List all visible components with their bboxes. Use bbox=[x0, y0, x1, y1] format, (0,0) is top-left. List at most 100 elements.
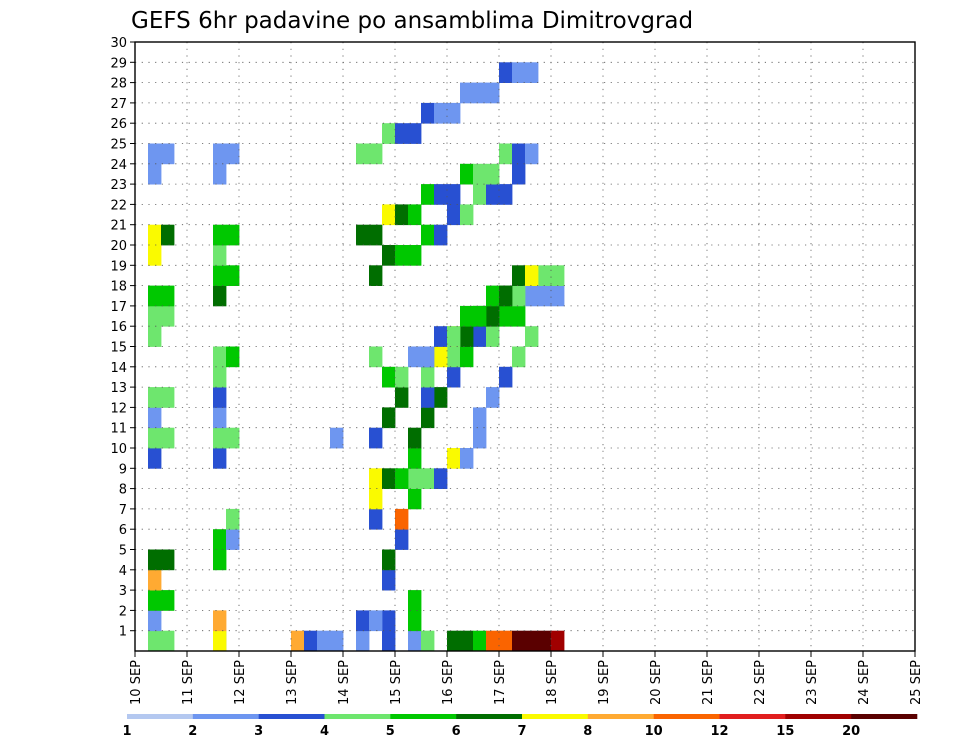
precip-cell bbox=[356, 630, 370, 652]
precip-cell bbox=[460, 204, 474, 226]
precip-cell bbox=[460, 346, 474, 368]
precip-cell bbox=[421, 407, 435, 429]
precip-cell bbox=[486, 387, 500, 408]
precip-cell bbox=[161, 549, 175, 571]
precip-cell bbox=[460, 305, 474, 327]
precip-cell bbox=[161, 630, 175, 652]
legend-swatch bbox=[851, 714, 918, 719]
legend-label: 5 bbox=[386, 724, 395, 739]
precip-cell bbox=[486, 285, 500, 307]
precip-cell bbox=[473, 630, 487, 652]
y-tick-label: 15 bbox=[110, 341, 127, 356]
x-tick-label: 22 SEP bbox=[753, 660, 768, 705]
x-tick-label: 24 SEP bbox=[857, 660, 872, 705]
precip-cell bbox=[356, 224, 370, 246]
precip-cell bbox=[525, 265, 539, 286]
precip-cell bbox=[213, 143, 227, 165]
legend-label: 15 bbox=[776, 724, 794, 739]
legend-swatch bbox=[324, 714, 391, 719]
chart-title: GEFS 6hr padavine po ansamblima Dimitrov… bbox=[131, 8, 693, 34]
precip-cell bbox=[382, 569, 396, 591]
precip-cell bbox=[148, 285, 162, 307]
precip-cell bbox=[499, 143, 513, 165]
legend-label: 7 bbox=[517, 724, 526, 739]
precip-cell bbox=[291, 630, 305, 652]
legend-label: 1 bbox=[122, 724, 131, 739]
precip-cell bbox=[317, 630, 331, 652]
y-tick-label: 29 bbox=[110, 56, 127, 71]
y-tick-label: 11 bbox=[110, 422, 127, 437]
precip-cell bbox=[434, 387, 448, 408]
precip-cell bbox=[369, 143, 383, 165]
precip-cell bbox=[447, 630, 461, 652]
legend-swatch bbox=[390, 714, 457, 719]
precip-cell bbox=[369, 224, 383, 246]
precip-cell bbox=[421, 468, 435, 489]
x-tick-label: 23 SEP bbox=[805, 660, 820, 705]
precip-cell bbox=[421, 366, 435, 388]
precip-cell bbox=[395, 508, 409, 530]
precip-cell bbox=[447, 184, 461, 205]
y-tick-label: 10 bbox=[110, 442, 127, 457]
precip-cell bbox=[395, 529, 409, 550]
legend-swatch bbox=[785, 714, 852, 719]
legend-label: 6 bbox=[452, 724, 461, 739]
precip-cell bbox=[148, 305, 162, 327]
precip-cell bbox=[473, 305, 487, 327]
precip-cell bbox=[213, 407, 227, 429]
precip-cell bbox=[460, 82, 474, 104]
precip-cell bbox=[148, 143, 162, 165]
precip-cell bbox=[161, 305, 175, 327]
x-tick-label: 18 SEP bbox=[545, 660, 560, 705]
y-tick-label: 30 bbox=[110, 36, 127, 51]
precip-cell bbox=[304, 630, 318, 652]
precip-cell bbox=[460, 630, 474, 652]
precip-cell bbox=[499, 184, 513, 205]
precip-cell bbox=[538, 285, 552, 307]
y-tick-label: 16 bbox=[110, 320, 127, 335]
precip-cell bbox=[408, 346, 422, 368]
precip-cell bbox=[434, 102, 448, 124]
y-tick-label: 24 bbox=[110, 158, 127, 173]
precip-cell bbox=[213, 427, 227, 449]
precip-cell bbox=[161, 387, 175, 408]
precip-cell bbox=[486, 82, 500, 104]
x-tick-label: 19 SEP bbox=[597, 660, 612, 705]
y-tick-label: 13 bbox=[110, 381, 127, 396]
precip-cell bbox=[408, 488, 422, 510]
x-tick-label: 20 SEP bbox=[649, 660, 664, 705]
y-tick-label: 8 bbox=[119, 483, 127, 498]
precip-cell bbox=[213, 163, 227, 185]
precip-cell bbox=[213, 366, 227, 388]
precip-cell bbox=[356, 610, 370, 632]
precip-cell bbox=[382, 123, 396, 144]
y-tick-label: 22 bbox=[110, 198, 127, 213]
precip-cell bbox=[161, 427, 175, 449]
precip-cell bbox=[525, 285, 539, 307]
precip-cell bbox=[512, 630, 526, 652]
precip-cell bbox=[148, 630, 162, 652]
y-tick-label: 18 bbox=[110, 280, 127, 295]
precip-cell bbox=[148, 569, 162, 591]
precip-cell bbox=[148, 427, 162, 449]
precip-cell bbox=[447, 366, 461, 388]
precip-cell bbox=[408, 610, 422, 632]
precip-cell bbox=[408, 427, 422, 449]
precip-cell bbox=[148, 224, 162, 246]
precip-cell bbox=[213, 630, 227, 652]
precip-cell bbox=[512, 163, 526, 185]
legend-label: 3 bbox=[254, 724, 263, 739]
y-tick-label: 25 bbox=[110, 138, 127, 153]
precip-cell bbox=[395, 123, 409, 144]
precip-cell bbox=[486, 305, 500, 327]
precip-cell bbox=[369, 265, 383, 286]
precip-cell bbox=[148, 326, 162, 347]
legend-label: 4 bbox=[320, 724, 329, 739]
y-tick-label: 14 bbox=[110, 361, 127, 376]
x-axis: 10 SEP 11 SEP 12 SEP 13 SEP 14 SEP 15 SEP 16 S… bbox=[129, 651, 924, 705]
precip-cell bbox=[161, 143, 175, 165]
precip-cell bbox=[382, 630, 396, 652]
precip-cell bbox=[148, 549, 162, 571]
precip-cell bbox=[499, 630, 513, 652]
precip-cell bbox=[382, 366, 396, 388]
